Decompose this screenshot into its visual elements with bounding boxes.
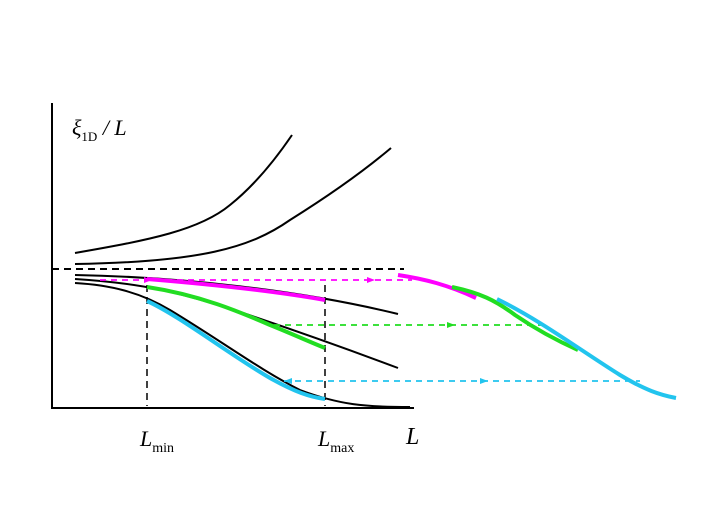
magenta-curve-segment <box>146 277 326 302</box>
magenta-group <box>100 273 477 302</box>
black-curves <box>74 134 411 408</box>
green-group <box>146 285 579 352</box>
green-shifted-segment <box>451 285 579 352</box>
cyan-curve-segment <box>146 299 326 401</box>
green-curve-segment <box>146 285 326 350</box>
green-arrow-head <box>447 322 455 328</box>
cyan-shifted-segment <box>496 297 677 400</box>
y-axis-label: ξ1D / L <box>72 115 127 144</box>
cyan-arrow-head-right <box>480 378 488 384</box>
upper-curve-steep <box>74 134 293 254</box>
axes <box>51 103 414 409</box>
magenta-arrow-head-right <box>367 277 375 283</box>
x-axis-label: L <box>405 424 419 450</box>
lmin-label: Lmin <box>139 426 174 456</box>
lower-curve-bottom <box>74 282 411 408</box>
lmax-label: Lmax <box>317 426 354 456</box>
cyan-arrow-head-left <box>284 378 292 384</box>
cyan-group <box>146 297 677 401</box>
magenta-shifted-segment <box>397 273 477 300</box>
magenta-arrow-head-left <box>144 277 152 283</box>
upper-curve-gentle <box>74 147 392 265</box>
